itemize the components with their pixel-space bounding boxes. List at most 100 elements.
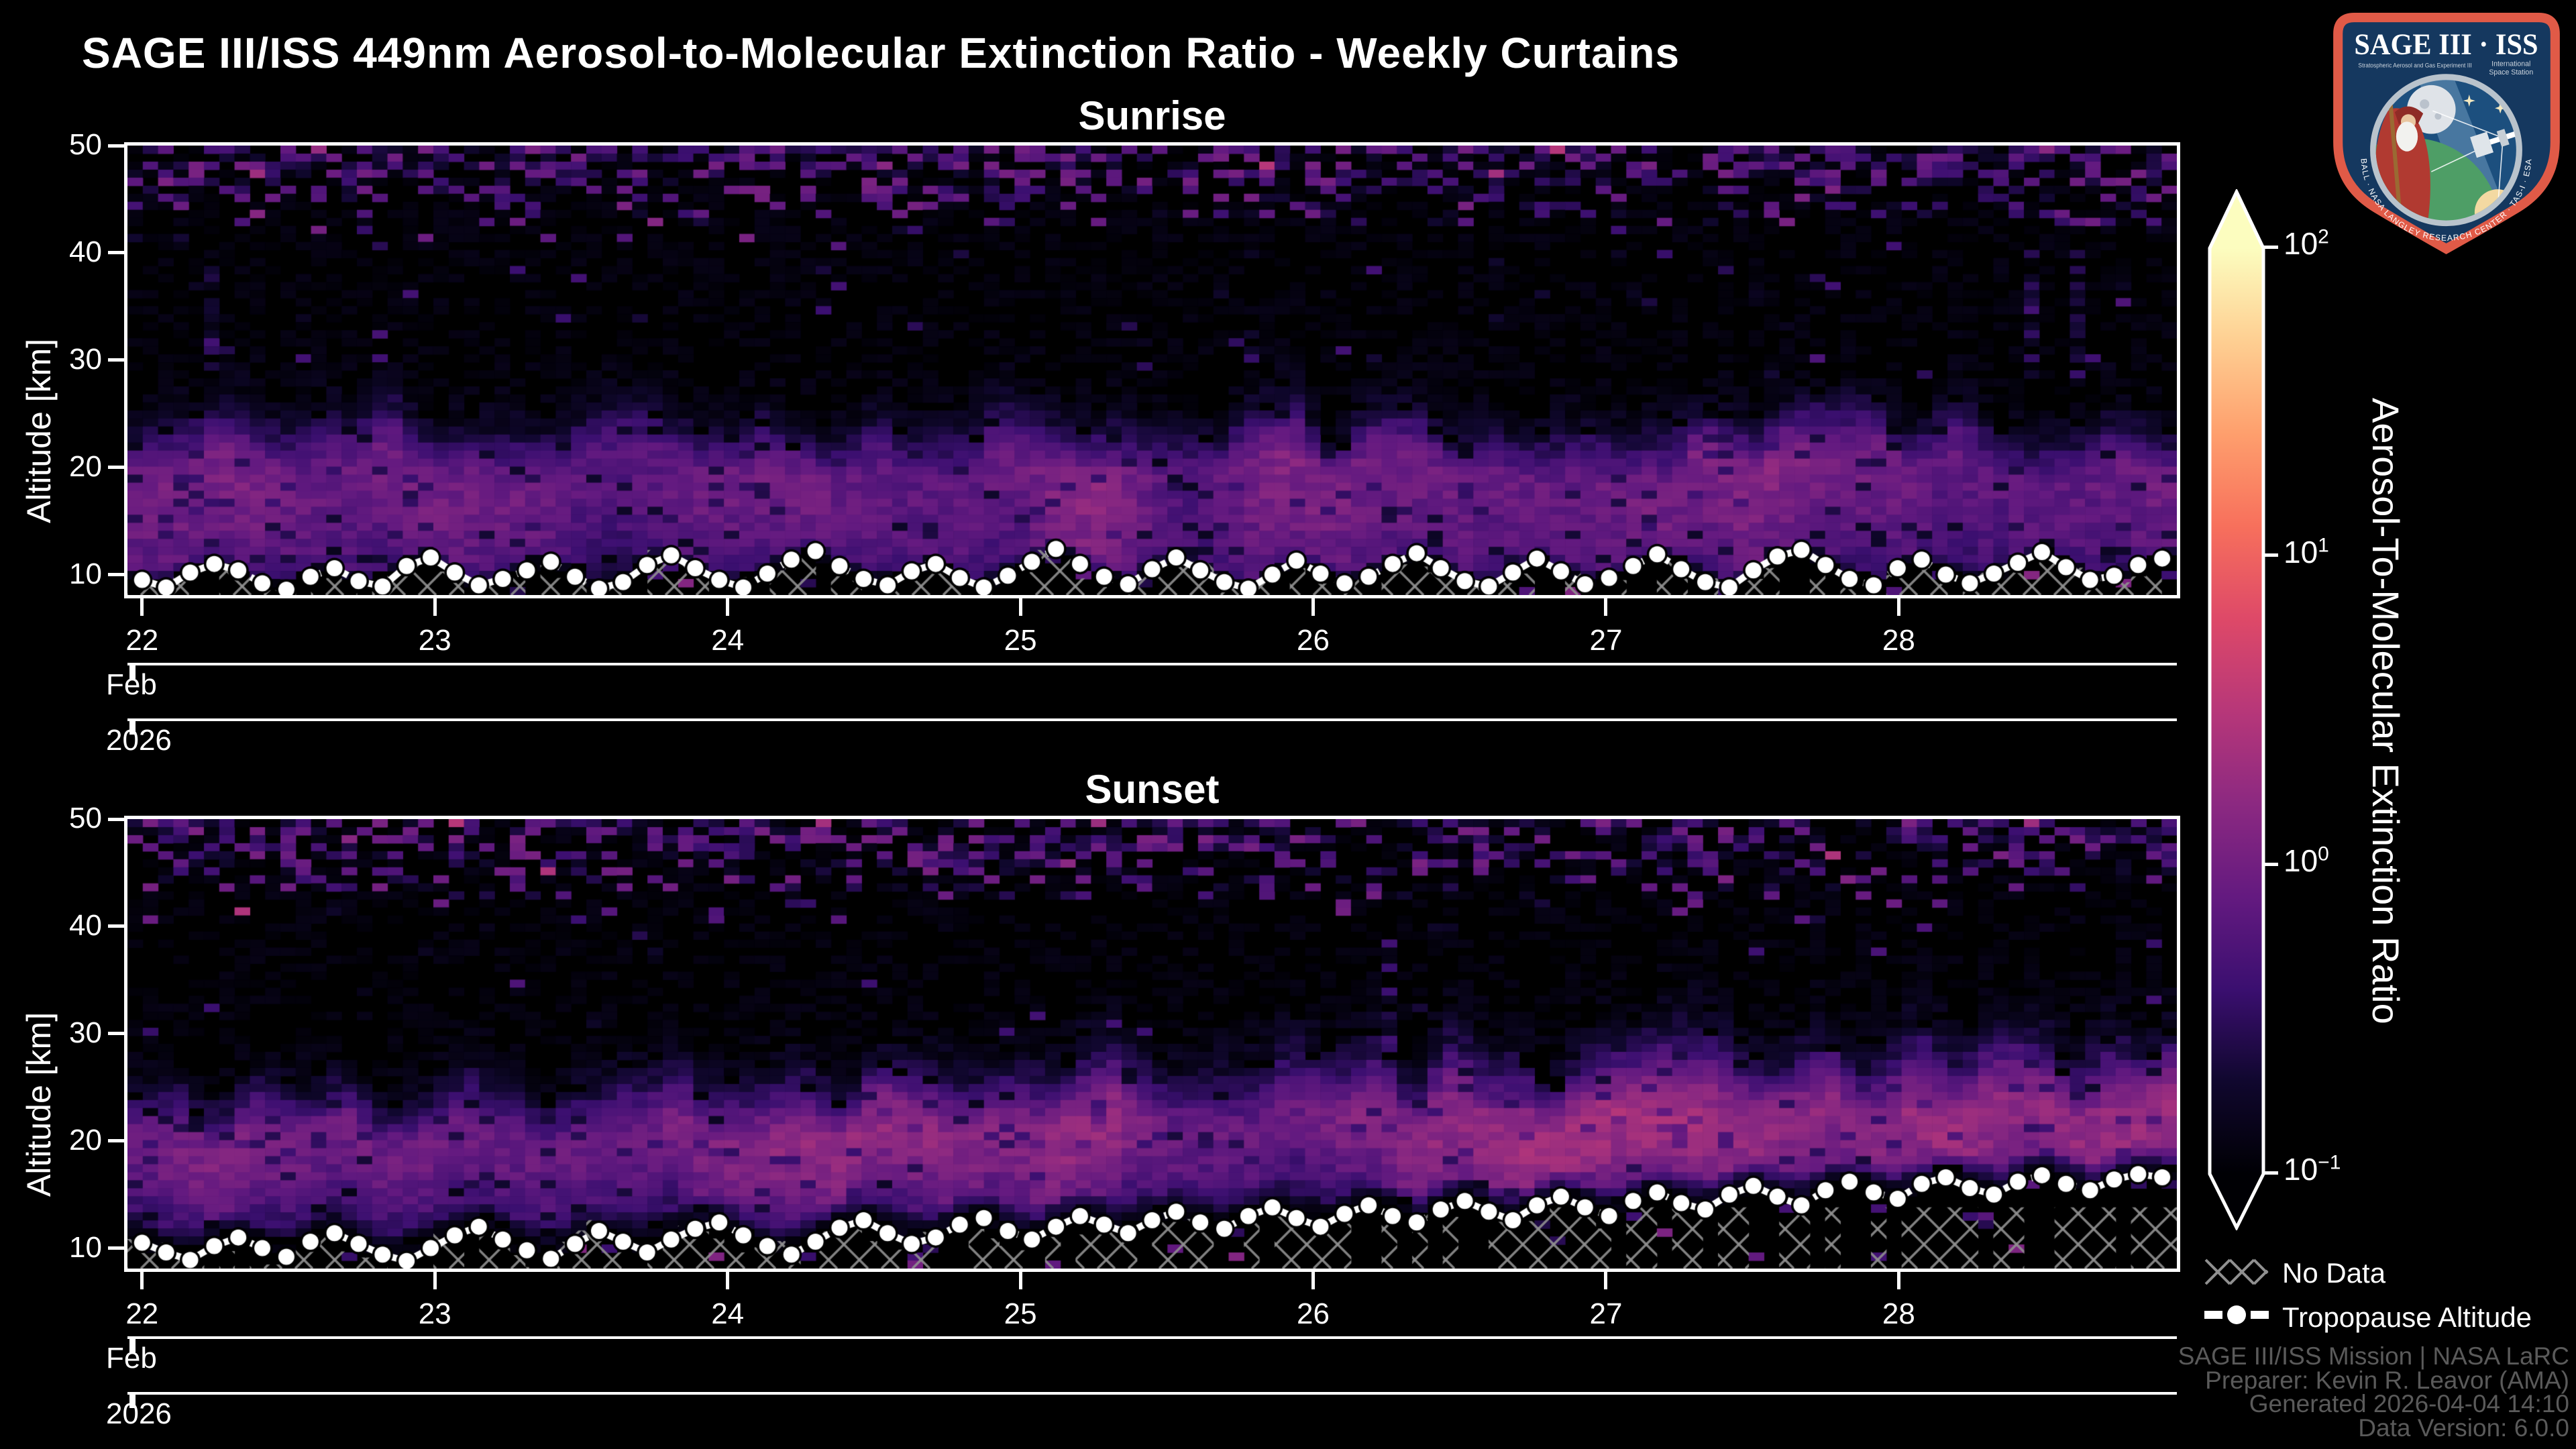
- y-tick-mark: [108, 573, 124, 577]
- sunset-panel-frame: [124, 816, 2180, 1272]
- x-tick-label: 23: [418, 1297, 451, 1330]
- credits-mission: SAGE III/ISS Mission | NASA LaRC: [2178, 1342, 2569, 1370]
- x-tick-label: 24: [711, 624, 745, 657]
- y-tick-mark: [108, 1139, 124, 1143]
- credits-block: SAGE III/ISS Mission | NASA LaRC Prepare…: [2178, 1344, 2569, 1440]
- iss-icon: [2470, 117, 2517, 158]
- x-tick-mark: [1311, 1272, 1316, 1289]
- y-tick-mark: [108, 817, 124, 821]
- x-tick-label: 25: [1004, 624, 1037, 657]
- month-line-sunrise: [127, 663, 2177, 665]
- x-tick-mark: [140, 598, 144, 616]
- sunset-heatmap-canvas: [127, 819, 2177, 1269]
- month-label-sunrise: Feb: [106, 668, 157, 701]
- sunrise-panel-title: Sunrise: [1078, 93, 1226, 138]
- x-tick-mark: [1896, 1272, 1900, 1289]
- tropopause-line-icon: [2204, 1305, 2269, 1324]
- moon-icon: [2407, 85, 2456, 134]
- x-tick-label: 24: [711, 1297, 745, 1330]
- colorbar-tick-mark: [2263, 245, 2278, 249]
- patch-subtitle-right1: International: [2491, 60, 2530, 68]
- colorbar-tick-label: 101: [2284, 534, 2329, 570]
- month-line-tick-sunrise: [129, 665, 136, 679]
- x-tick-label: 28: [1882, 624, 1915, 657]
- x-tick-mark: [1018, 598, 1022, 616]
- patch-subtitle-right2: Space Station: [2489, 68, 2533, 76]
- credits-generated: Generated 2026-04-04 14:10: [2249, 1390, 2569, 1417]
- x-tick-mark: [726, 1272, 730, 1289]
- mission-patch-logo: SAGE III · ISS Stratospheric Aerosol and…: [2330, 9, 2563, 260]
- y-tick-mark: [108, 466, 124, 470]
- y-tick-mark: [108, 1246, 124, 1250]
- y-tick-label: 10: [69, 1230, 102, 1264]
- year-label-sunrise: 2026: [106, 724, 172, 757]
- sunrise-heatmap-canvas: [127, 146, 2177, 595]
- patch-subtitle-left: Stratospheric Aerosol and Gas Experiment…: [2358, 62, 2471, 70]
- x-tick-label: 26: [1297, 624, 1330, 657]
- y-tick-mark: [108, 1032, 124, 1036]
- x-tick-label: 23: [418, 624, 451, 657]
- legend-no-data-label: No Data: [2282, 1257, 2386, 1289]
- x-tick-label: 28: [1882, 1297, 1915, 1330]
- year-label-sunset: 2026: [106, 1397, 172, 1430]
- y-tick-label: 20: [69, 449, 102, 483]
- x-tick-label: 26: [1297, 1297, 1330, 1330]
- moon-crater: [2420, 99, 2430, 109]
- y-tick-mark: [108, 358, 124, 362]
- y-tick-mark: [108, 251, 124, 255]
- colorbar-tick-mark: [2263, 862, 2278, 866]
- year-line-sunset: [127, 1392, 2177, 1395]
- x-tick-mark: [140, 1272, 144, 1289]
- x-tick-label: 22: [125, 1297, 159, 1330]
- credits-data-version: Data Version: 6.0.0: [2358, 1413, 2569, 1442]
- colorbar-gradient: [2208, 188, 2265, 1232]
- x-tick-label: 22: [125, 624, 159, 657]
- colorbar-tick-label: 102: [2284, 225, 2329, 261]
- x-tick-mark: [433, 1272, 437, 1289]
- moon-crater: [2434, 113, 2442, 120]
- x-tick-mark: [433, 598, 437, 616]
- x-tick-mark: [1604, 1272, 1608, 1289]
- credits-preparer: Preparer: Kevin R. Leavor (AMA): [2205, 1366, 2569, 1394]
- legend-tropopause-label: Tropopause Altitude: [2282, 1301, 2532, 1333]
- no-data-hatch-icon: [2204, 1258, 2269, 1285]
- y-tick-label: 50: [69, 128, 102, 161]
- month-label-sunset: Feb: [106, 1342, 157, 1375]
- colorbar: [2207, 188, 2266, 1234]
- x-tick-label: 27: [1589, 624, 1623, 657]
- x-tick-mark: [1311, 598, 1316, 616]
- y-tick-mark: [108, 144, 124, 148]
- colorbar-label: Aerosol-To-Molecular Extinction Ratio: [2365, 398, 2407, 1024]
- sunset-panel-title: Sunset: [1085, 767, 1220, 812]
- year-line-tick-sunrise: [129, 721, 136, 735]
- x-tick-label: 27: [1589, 1297, 1623, 1330]
- legend-no-data-swatch: [2204, 1253, 2269, 1291]
- y-tick-label: 30: [69, 1016, 102, 1049]
- page-title: SAGE III/ISS 449nm Aerosol-to-Molecular …: [82, 29, 1680, 77]
- y-tick-label: 10: [69, 557, 102, 590]
- x-tick-mark: [1896, 598, 1900, 616]
- x-tick-mark: [1018, 1272, 1022, 1289]
- colorbar-tick-mark: [2263, 553, 2278, 557]
- sage-iss-patch-icon: SAGE III · ISS Stratospheric Aerosol and…: [2333, 13, 2560, 255]
- sunrise-panel-frame: [124, 142, 2180, 598]
- x-tick-mark: [726, 598, 730, 616]
- colorbar-tick-label: 10−1: [2284, 1151, 2341, 1187]
- patch-title: SAGE III · ISS: [2354, 28, 2538, 61]
- month-line-tick-sunset: [129, 1339, 136, 1352]
- y-tick-label: 40: [69, 235, 102, 268]
- legend-tropopause-swatch: [2204, 1297, 2269, 1336]
- y-tick-label: 30: [69, 342, 102, 376]
- colorbar-tick-mark: [2263, 1171, 2278, 1175]
- y-tick-mark: [108, 924, 124, 928]
- y-tick-label: 40: [69, 908, 102, 942]
- earth-icon: [2375, 138, 2501, 221]
- x-tick-mark: [1604, 598, 1608, 616]
- year-line-tick-sunset: [129, 1395, 136, 1408]
- y-tick-label: 50: [69, 802, 102, 835]
- x-tick-label: 25: [1004, 1297, 1037, 1330]
- year-line-sunrise: [127, 718, 2177, 721]
- y-tick-label: 20: [69, 1123, 102, 1157]
- month-line-sunset: [127, 1336, 2177, 1339]
